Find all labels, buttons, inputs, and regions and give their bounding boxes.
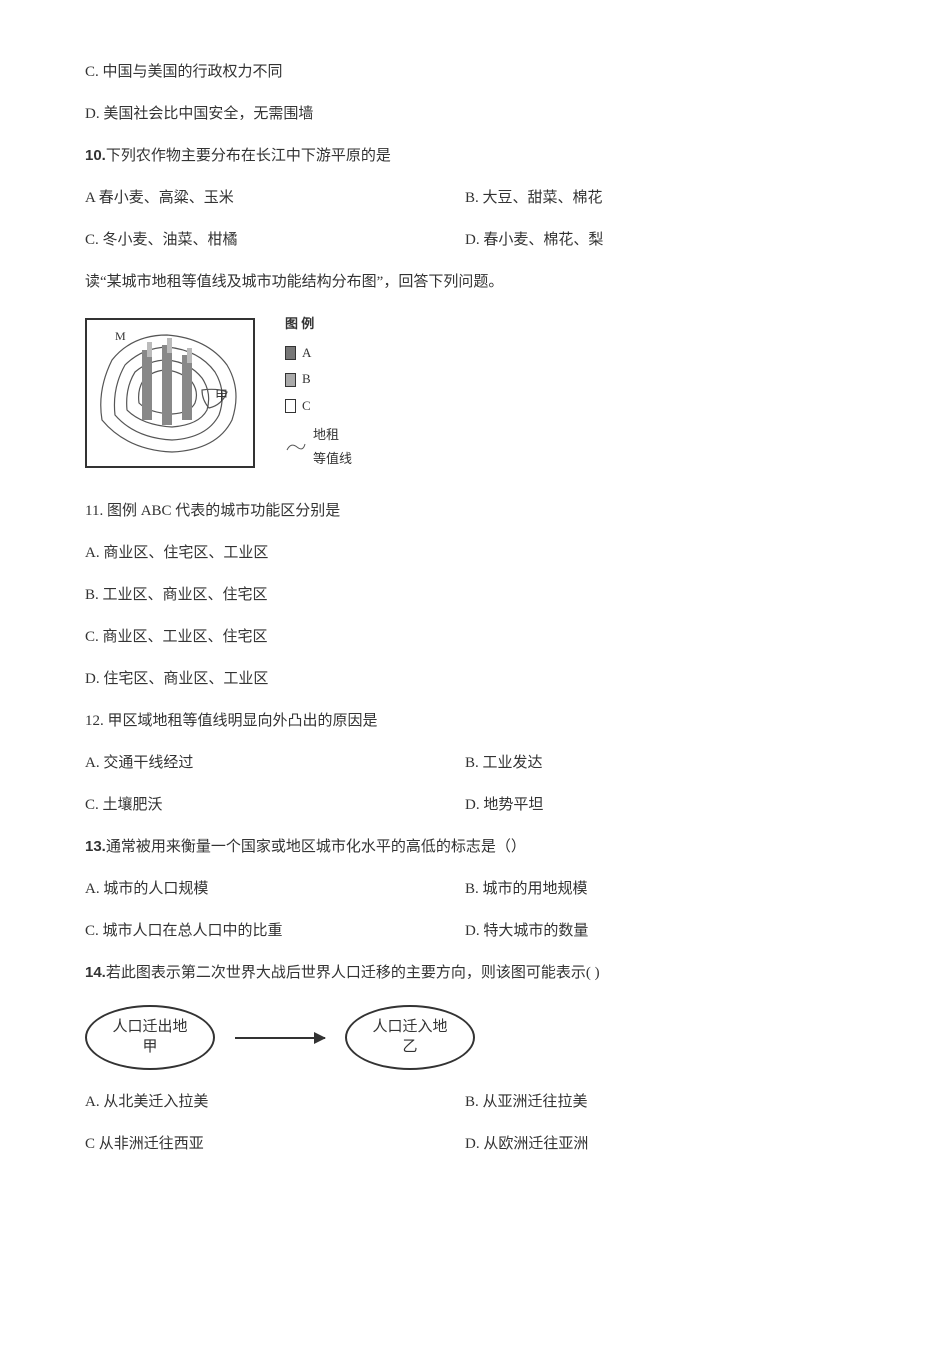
q14-option-c: C 从非洲迁往西亚 bbox=[85, 1132, 465, 1156]
q14-stem-text: 若此图表示第二次世界大战后世界人口迁移的主要方向，则该图可能表示( ) bbox=[106, 965, 600, 981]
q14-option-a: A. 从北美迁入拉美 bbox=[85, 1090, 465, 1114]
q14-row1: A. 从北美迁入拉美 B. 从亚洲迁往拉美 bbox=[85, 1090, 865, 1114]
q14-option-d: D. 从欧洲迁往亚洲 bbox=[465, 1132, 865, 1156]
q10-row2: C. 冬小麦、油菜、柑橘 D. 春小麦、棉花、梨 bbox=[85, 228, 865, 252]
origin-label2: 甲 bbox=[142, 1038, 157, 1058]
q13-number: 13. bbox=[85, 838, 106, 855]
q12-number: 12. bbox=[85, 713, 108, 729]
origin-label1: 人口迁出地 bbox=[112, 1018, 187, 1038]
q12-row2: C. 土壤肥沃 D. 地势平坦 bbox=[85, 793, 865, 817]
q12-option-d: D. 地势平坦 bbox=[465, 793, 865, 817]
q10-option-b: B. 大豆、甜菜、棉花 bbox=[465, 186, 865, 210]
legend-a: A bbox=[285, 341, 352, 366]
q11-option-a: A. 商业区、住宅区、工业区 bbox=[85, 541, 865, 565]
map-svg: M 甲 bbox=[87, 320, 253, 466]
q10-stem-text: 下列农作物主要分布在长江中下游平原的是 bbox=[106, 148, 391, 164]
legend-a-label: A bbox=[302, 341, 311, 366]
q11-number: 11. bbox=[85, 503, 107, 519]
legend-b: B bbox=[285, 367, 352, 392]
q11-option-d: D. 住宅区、商业区、工业区 bbox=[85, 667, 865, 691]
q13-option-b: B. 城市的用地规模 bbox=[465, 877, 865, 901]
q14-row2: C 从非洲迁往西亚 D. 从欧洲迁往亚洲 bbox=[85, 1132, 865, 1156]
q10-option-d: D. 春小麦、棉花、梨 bbox=[465, 228, 865, 252]
dest-label1: 人口迁入地 bbox=[372, 1018, 447, 1038]
q10-number: 10. bbox=[85, 147, 106, 164]
ellipse-container: 人口迁出地 甲 人口迁入地 乙 bbox=[85, 1005, 475, 1070]
arrow-icon bbox=[235, 1037, 325, 1039]
q13-row1: A. 城市的人口规模 B. 城市的用地规模 bbox=[85, 877, 865, 901]
q12-option-b: B. 工业发达 bbox=[465, 751, 865, 775]
contour-icon bbox=[285, 440, 307, 454]
q12-option-a: A. 交通干线经过 bbox=[85, 751, 465, 775]
q13-option-a: A. 城市的人口规模 bbox=[85, 877, 465, 901]
q10-option-c: C. 冬小麦、油菜、柑橘 bbox=[85, 228, 465, 252]
q13-option-d: D. 特大城市的数量 bbox=[465, 919, 865, 943]
legend-contour-label: 地租等值线 bbox=[313, 423, 352, 472]
q14-option-b: B. 从亚洲迁往拉美 bbox=[465, 1090, 865, 1114]
swatch-a-icon bbox=[285, 346, 296, 360]
q13-stem-text: 通常被用来衡量一个国家或地区城市化水平的高低的标志是（） bbox=[106, 839, 526, 855]
dest-label2: 乙 bbox=[402, 1038, 417, 1058]
q10-option-a: A 春小麦、高粱、玉米 bbox=[85, 186, 465, 210]
q10-stem: 10.下列农作物主要分布在长江中下游平原的是 bbox=[85, 144, 865, 168]
legend-title: 图 例 bbox=[285, 312, 352, 337]
q11-option-b: B. 工业区、商业区、住宅区 bbox=[85, 583, 865, 607]
q10-row1: A 春小麦、高粱、玉米 B. 大豆、甜菜、棉花 bbox=[85, 186, 865, 210]
q13-stem: 13.通常被用来衡量一个国家或地区城市化水平的高低的标志是（） bbox=[85, 835, 865, 859]
q11-option-c: C. 商业区、工业区、住宅区 bbox=[85, 625, 865, 649]
swatch-b-icon bbox=[285, 373, 296, 387]
legend-contour: 地租等值线 bbox=[285, 423, 352, 472]
q12-stem: 12. 甲区域地租等值线明显向外凸出的原因是 bbox=[85, 709, 865, 733]
q13-option-c: C. 城市人口在总人口中的比重 bbox=[85, 919, 465, 943]
city-map-figure: M 甲 图 例 A B C 地租等值线 bbox=[85, 312, 865, 474]
legend-c-label: C bbox=[302, 394, 311, 419]
q14-number: 14. bbox=[85, 964, 106, 981]
legend-c: C bbox=[285, 394, 352, 419]
q11-stem-text: 图例 ABC 代表的城市功能区分别是 bbox=[107, 503, 340, 519]
origin-ellipse: 人口迁出地 甲 bbox=[85, 1005, 215, 1070]
q9-option-d: D. 美国社会比中国安全，无需围墙 bbox=[85, 102, 865, 126]
legend-b-label: B bbox=[302, 367, 311, 392]
q12-option-c: C. 土壤肥沃 bbox=[85, 793, 465, 817]
q14-stem: 14.若此图表示第二次世界大战后世界人口迁移的主要方向，则该图可能表示( ) bbox=[85, 961, 865, 985]
q12-stem-text: 甲区域地租等值线明显向外凸出的原因是 bbox=[108, 713, 378, 729]
passage1-intro: 读“某城市地租等值线及城市功能结构分布图”，回答下列问题。 bbox=[85, 270, 865, 294]
map-box: M 甲 bbox=[85, 318, 255, 468]
q9-option-c: C. 中国与美国的行政权力不同 bbox=[85, 60, 865, 84]
q13-row2: C. 城市人口在总人口中的比重 D. 特大城市的数量 bbox=[85, 919, 865, 943]
q11-stem: 11. 图例 ABC 代表的城市功能区分别是 bbox=[85, 499, 865, 523]
map-label-jia: 甲 bbox=[215, 388, 228, 403]
q12-row1: A. 交通干线经过 B. 工业发达 bbox=[85, 751, 865, 775]
map-legend: 图 例 A B C 地租等值线 bbox=[285, 312, 352, 474]
dest-ellipse: 人口迁入地 乙 bbox=[345, 1005, 475, 1070]
swatch-c-icon bbox=[285, 399, 296, 413]
migration-figure: 人口迁出地 甲 人口迁入地 乙 bbox=[85, 1005, 865, 1070]
map-label-m: M bbox=[115, 329, 126, 343]
